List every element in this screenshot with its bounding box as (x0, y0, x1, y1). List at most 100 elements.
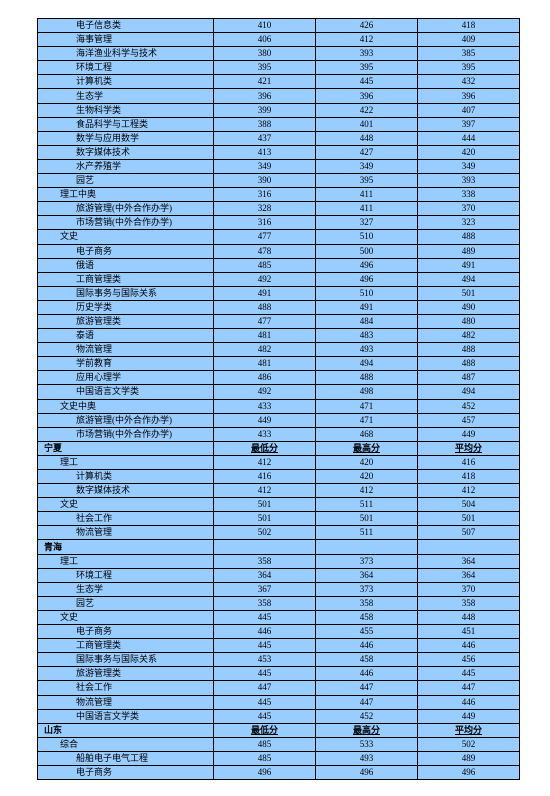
cell-avg: 364 (418, 568, 520, 582)
cell-avg: 370 (418, 202, 520, 216)
table-row: 生物科学类399422407 (38, 103, 520, 117)
row-label: 电子商务 (38, 765, 214, 779)
cell-max: 468 (316, 427, 418, 441)
col-header-avg: 平均分 (418, 441, 520, 455)
row-label: 国际事务与国际关系 (38, 286, 214, 300)
cell-min: 446 (214, 625, 316, 639)
cell-min: 447 (214, 681, 316, 695)
cell-min: 485 (214, 737, 316, 751)
cell-avg: 491 (418, 258, 520, 272)
cell-max: 420 (316, 455, 418, 469)
cell-avg: 490 (418, 300, 520, 314)
cell-min: 492 (214, 272, 316, 286)
cell-min: 412 (214, 484, 316, 498)
cell-min: 416 (214, 470, 316, 484)
cell-max: 420 (316, 470, 418, 484)
table-row: 园艺390395393 (38, 174, 520, 188)
cell-max: 510 (316, 230, 418, 244)
cell-avg: 420 (418, 145, 520, 159)
cell-max: 373 (316, 554, 418, 568)
cell-max: 496 (316, 272, 418, 286)
cell-max: 401 (316, 117, 418, 131)
cell-max: 501 (316, 512, 418, 526)
cell-min: 421 (214, 75, 316, 89)
table-row: 国际事务与国际关系453458456 (38, 653, 520, 667)
row-label: 园艺 (38, 174, 214, 188)
cell-avg: 494 (418, 272, 520, 286)
cell-min: 477 (214, 314, 316, 328)
cell-max: 426 (316, 19, 418, 33)
cell-min: 413 (214, 145, 316, 159)
cell-min: 433 (214, 399, 316, 413)
row-label: 文史 (38, 230, 214, 244)
cell-max: 446 (316, 639, 418, 653)
row-label: 市场营销(中外合作办学) (38, 216, 214, 230)
table-row: 计算机类421445432 (38, 75, 520, 89)
cell-max: 483 (316, 329, 418, 343)
cell-max: 452 (316, 709, 418, 723)
row-label: 文史 (38, 498, 214, 512)
cell-min: 445 (214, 639, 316, 653)
col-header-min: 最低分 (214, 723, 316, 737)
row-label: 旅游管理(中外合作办学) (38, 202, 214, 216)
cell-min: 445 (214, 667, 316, 681)
table-row: 水产养殖学349349349 (38, 159, 520, 173)
cell-min: 445 (214, 610, 316, 624)
cell-min: 433 (214, 427, 316, 441)
cell-min: 477 (214, 230, 316, 244)
cell-avg: 487 (418, 371, 520, 385)
cell-max: 510 (316, 286, 418, 300)
cell-min: 358 (214, 554, 316, 568)
cell-avg: 393 (418, 174, 520, 188)
cell-avg: 338 (418, 188, 520, 202)
cell-avg: 397 (418, 117, 520, 131)
row-label: 市场营销(中外合作办学) (38, 427, 214, 441)
cell-min: 482 (214, 343, 316, 357)
table-row: 俄语485496491 (38, 258, 520, 272)
cell-avg: 446 (418, 695, 520, 709)
table-row: 市场营销(中外合作办学)316327323 (38, 216, 520, 230)
row-label: 文史 (38, 610, 214, 624)
cell-max: 496 (316, 765, 418, 779)
table-row: 物流管理445447446 (38, 695, 520, 709)
cell-max: 358 (316, 596, 418, 610)
cell-max: 396 (316, 89, 418, 103)
table-row: 数字媒体技术412412412 (38, 484, 520, 498)
cell-avg: 488 (418, 230, 520, 244)
cell-avg: 409 (418, 33, 520, 47)
cell-avg: 412 (418, 484, 520, 498)
table-row: 园艺358358358 (38, 596, 520, 610)
cell-avg: 432 (418, 75, 520, 89)
cell-avg: 358 (418, 596, 520, 610)
row-label: 理工 (38, 554, 214, 568)
cell-min: 395 (214, 61, 316, 75)
cell-min: 485 (214, 751, 316, 765)
row-label: 工商管理类 (38, 639, 214, 653)
row-label: 中国语言文学类 (38, 709, 214, 723)
cell-min: 380 (214, 47, 316, 61)
cell-min: 412 (214, 455, 316, 469)
cell-max: 484 (316, 314, 418, 328)
cell-max: 447 (316, 695, 418, 709)
cell-max: 447 (316, 681, 418, 695)
cell-min: 453 (214, 653, 316, 667)
cell-avg: 407 (418, 103, 520, 117)
row-label: 物流管理 (38, 526, 214, 540)
cell-max: 395 (316, 61, 418, 75)
table-row: 计算机类416420418 (38, 470, 520, 484)
cell-avg: 445 (418, 667, 520, 681)
cell-avg: 489 (418, 244, 520, 258)
row-label: 旅游管理类 (38, 667, 214, 681)
row-label: 文史中奥 (38, 399, 214, 413)
cell-avg: 349 (418, 159, 520, 173)
cell-max: 364 (316, 568, 418, 582)
cell-max: 493 (316, 343, 418, 357)
row-label: 国际事务与国际关系 (38, 653, 214, 667)
table-row: 国际事务与国际关系491510501 (38, 286, 520, 300)
table-row: 生态学396396396 (38, 89, 520, 103)
row-label: 应用心理学 (38, 371, 214, 385)
cell-min: 364 (214, 568, 316, 582)
row-label: 青海 (38, 540, 214, 554)
cell-avg: 448 (418, 610, 520, 624)
table-row: 历史学类488491490 (38, 300, 520, 314)
